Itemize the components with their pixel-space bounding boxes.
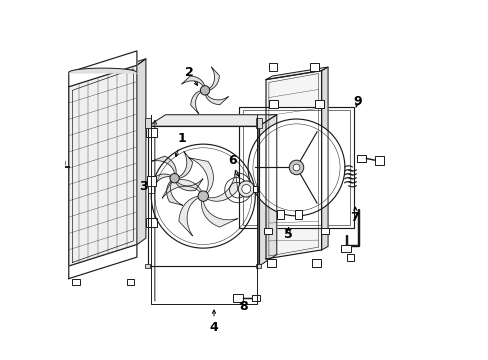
Bar (268, 63, 277, 71)
Polygon shape (137, 59, 145, 244)
Bar (233, 294, 243, 302)
Bar (144, 118, 150, 128)
Text: 7: 7 (350, 211, 359, 224)
Polygon shape (178, 151, 192, 178)
Polygon shape (208, 67, 219, 90)
Polygon shape (69, 59, 145, 87)
Polygon shape (190, 90, 202, 114)
Bar (147, 176, 155, 186)
Bar (341, 244, 351, 252)
Bar (255, 118, 262, 128)
Polygon shape (201, 201, 237, 227)
Circle shape (241, 184, 250, 193)
Bar (357, 155, 366, 162)
Polygon shape (166, 180, 183, 205)
Bar (126, 279, 134, 285)
Text: 9: 9 (353, 95, 362, 108)
Circle shape (169, 174, 179, 183)
Circle shape (198, 191, 208, 201)
Bar (266, 259, 275, 267)
Polygon shape (150, 174, 171, 194)
Bar (269, 100, 277, 108)
Text: 1: 1 (177, 132, 186, 145)
Polygon shape (265, 67, 327, 80)
Bar (145, 218, 156, 226)
Bar (242, 110, 350, 225)
Polygon shape (321, 67, 327, 250)
Bar (314, 100, 323, 108)
Polygon shape (188, 158, 213, 193)
Polygon shape (69, 244, 137, 279)
Polygon shape (147, 115, 276, 126)
Bar (311, 259, 320, 267)
Bar (252, 186, 258, 192)
Polygon shape (175, 179, 203, 191)
Bar (72, 279, 80, 285)
Bar (145, 128, 156, 137)
Polygon shape (69, 51, 137, 87)
Polygon shape (147, 126, 258, 266)
Text: 2: 2 (184, 66, 193, 79)
Bar (321, 228, 328, 234)
Polygon shape (152, 156, 176, 175)
Polygon shape (265, 71, 321, 259)
Bar (148, 186, 154, 193)
Bar (294, 211, 301, 220)
Polygon shape (205, 93, 228, 105)
Circle shape (200, 86, 209, 95)
Text: 5: 5 (284, 228, 292, 241)
Polygon shape (162, 180, 201, 198)
Bar (375, 156, 384, 165)
Bar (276, 211, 284, 220)
Circle shape (54, 158, 65, 168)
Bar (264, 228, 271, 234)
Polygon shape (258, 115, 276, 266)
Bar (346, 254, 353, 261)
Bar (251, 295, 260, 301)
Text: 4: 4 (209, 320, 218, 333)
Circle shape (288, 160, 303, 175)
Circle shape (247, 119, 344, 216)
Text: 3: 3 (139, 180, 147, 193)
Polygon shape (182, 76, 204, 87)
Circle shape (292, 164, 299, 171)
Circle shape (238, 181, 254, 197)
Bar (145, 264, 150, 268)
Text: 8: 8 (238, 300, 247, 313)
Bar (256, 264, 261, 268)
Polygon shape (179, 196, 198, 236)
Bar (309, 63, 318, 71)
Polygon shape (207, 170, 237, 201)
Bar (239, 107, 353, 228)
Polygon shape (69, 65, 137, 266)
Text: 6: 6 (228, 154, 237, 167)
